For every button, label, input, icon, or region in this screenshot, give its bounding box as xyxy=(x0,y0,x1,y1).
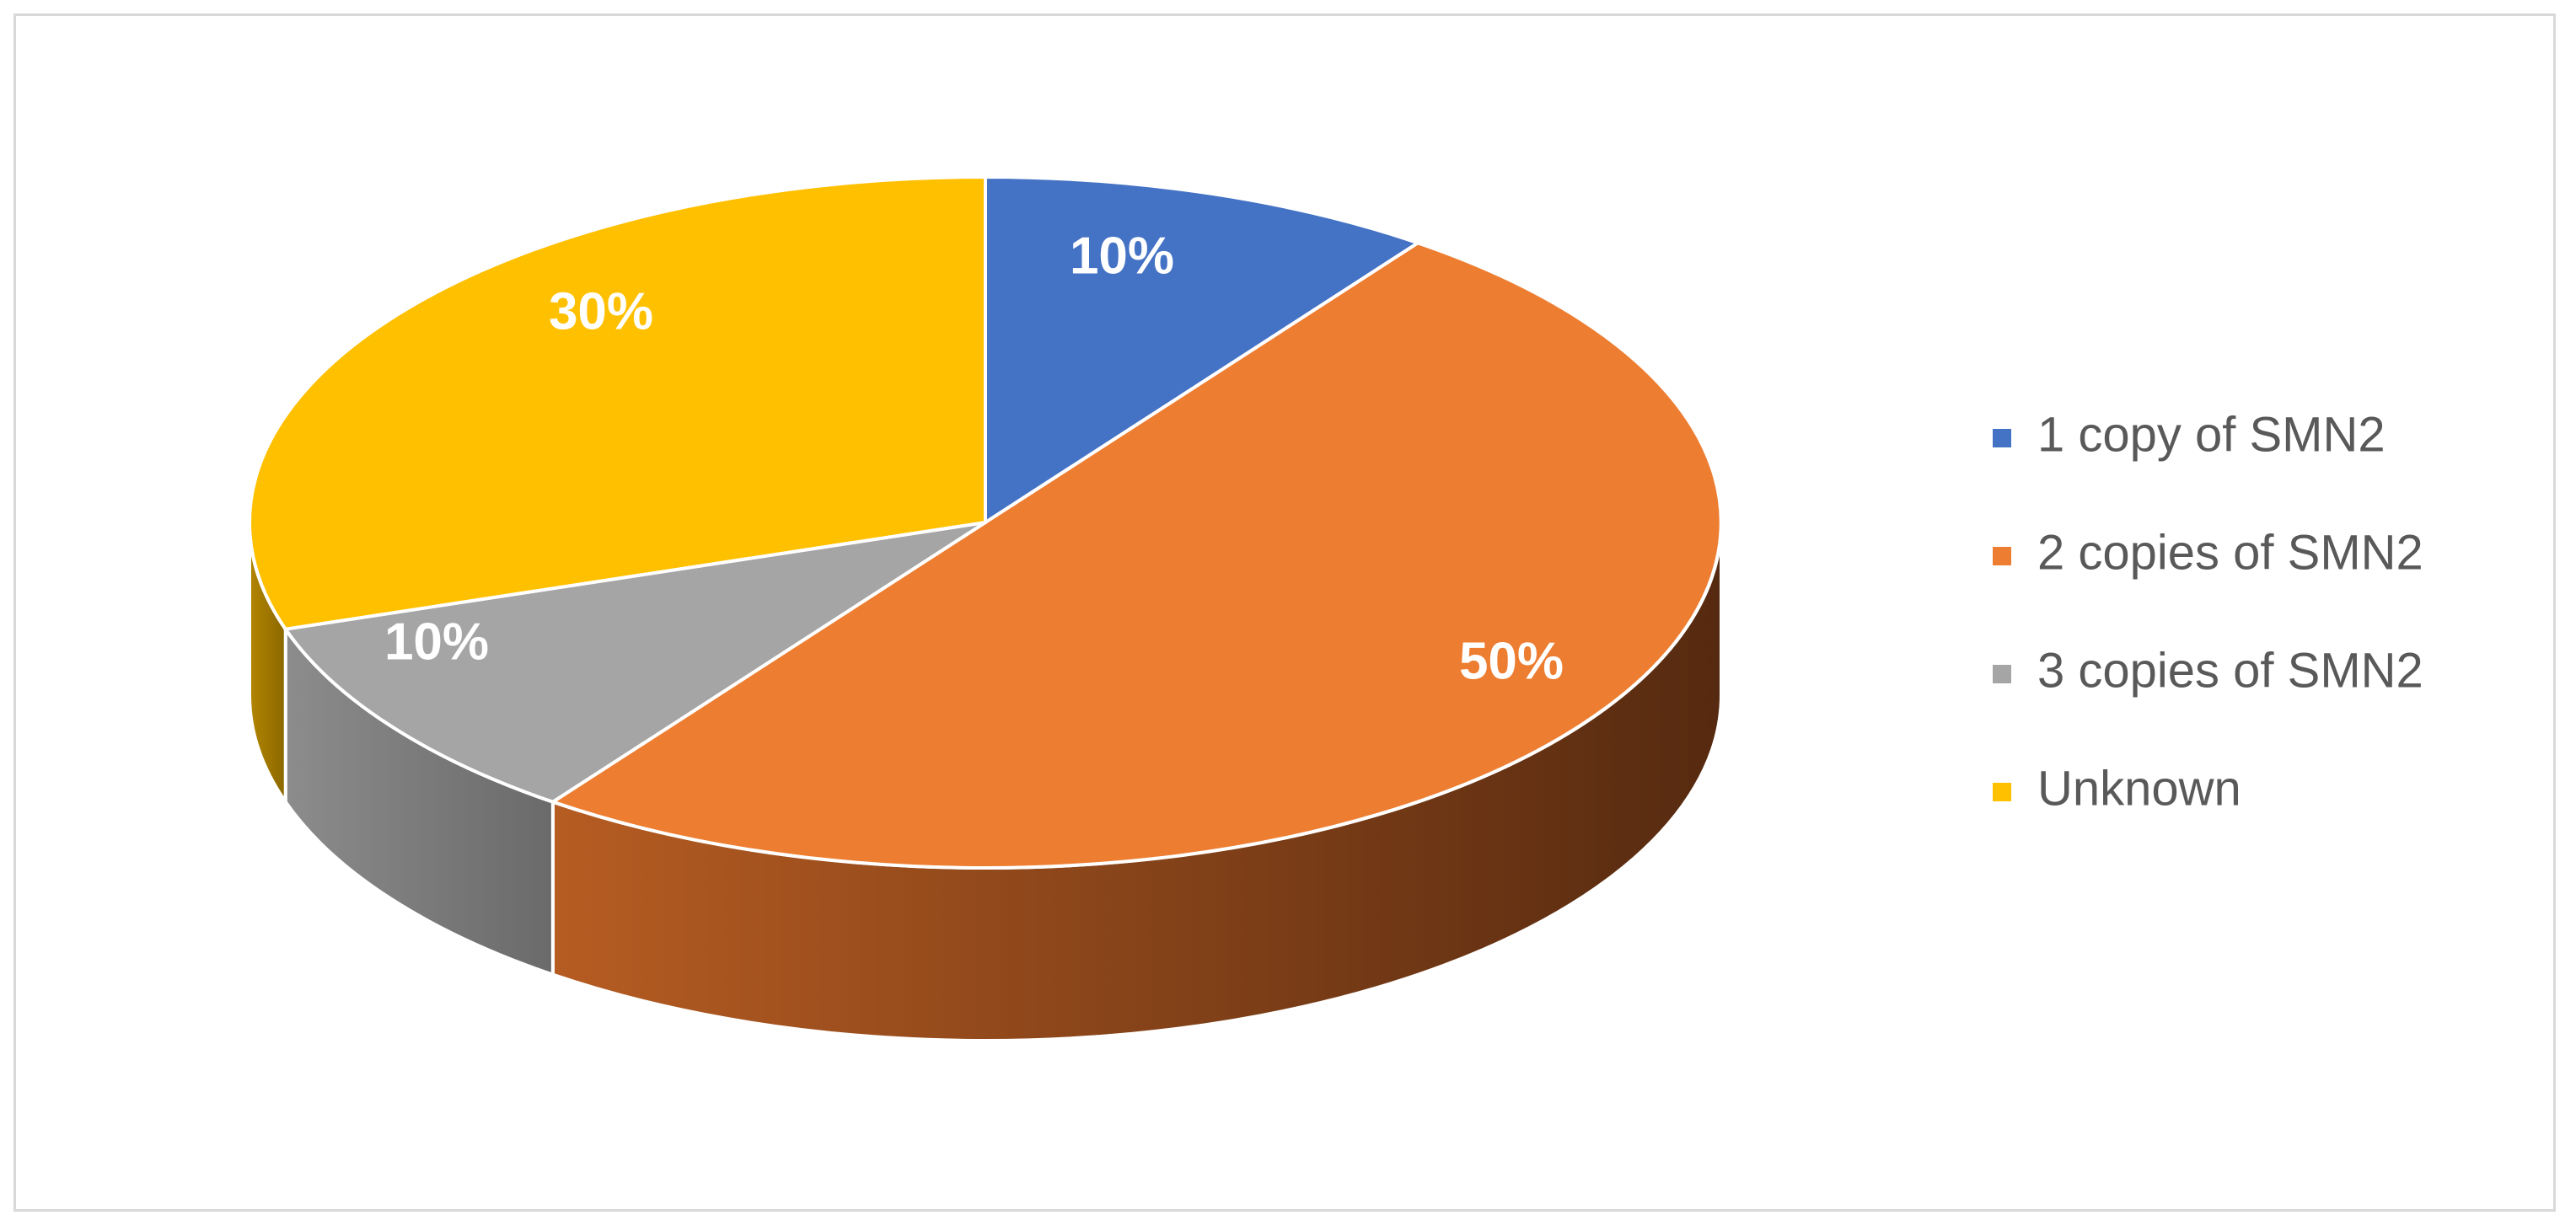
data-label-2-copies-of-smn2: 50% xyxy=(1459,632,1564,690)
legend-label-2-copies-of-smn2: 2 copies of SMN2 xyxy=(2037,525,2423,580)
legend-swatch-1-copy-of-smn2 xyxy=(1993,429,2011,447)
legend-label-1-copy-of-smn2: 1 copy of SMN2 xyxy=(2037,407,2385,462)
legend-swatch-2-copies-of-smn2 xyxy=(1993,547,2011,565)
data-label-unknown: 30% xyxy=(549,282,653,340)
pie-slice-3-copies-of-smn2[interactable] xyxy=(282,521,987,804)
legend-label-3-copies-of-smn2: 3 copies of SMN2 xyxy=(2037,643,2423,698)
data-label-3-copies-of-smn2: 10% xyxy=(384,613,489,671)
pie-slice-unknown[interactable] xyxy=(248,174,987,631)
legend-swatch-unknown xyxy=(1993,783,2011,801)
chart-frame xyxy=(13,13,2556,1212)
pie-slice-1-copy-of-smn2[interactable] xyxy=(984,174,1422,526)
data-label-1-copy-of-smn2: 10% xyxy=(1070,227,1174,285)
legend-swatch-3-copies-of-smn2 xyxy=(1993,665,2011,683)
legend-label-unknown: Unknown xyxy=(2037,761,2241,816)
pie-slice-2-copies-of-smn2[interactable] xyxy=(549,241,1723,870)
